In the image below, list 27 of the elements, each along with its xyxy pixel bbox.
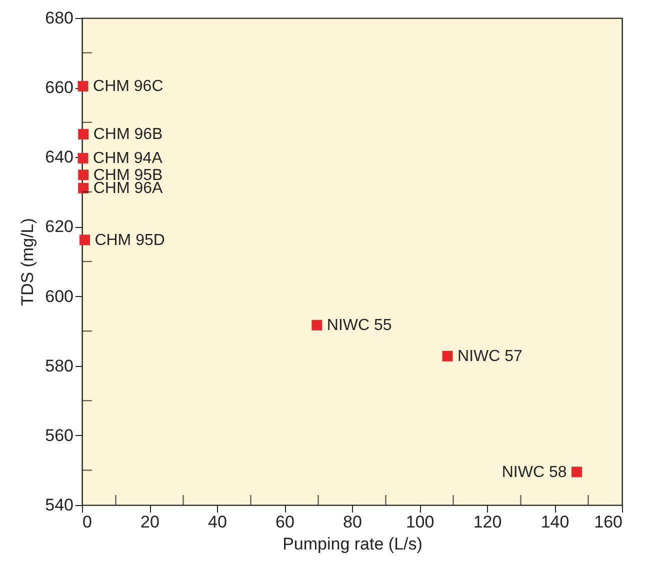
annotation: CHM 96C (93, 78, 164, 96)
y-tick-label: 680 (45, 8, 74, 28)
x-tick-label: 80 (343, 512, 362, 532)
annotation: CHM 94A (93, 150, 163, 168)
y-tick-label: 560 (45, 426, 74, 445)
y-tick-label: 580 (45, 356, 74, 376)
x-tick-label: 60 (276, 512, 294, 532)
y-tick-label: 600 (45, 286, 74, 306)
annotation: NIWC 55 (326, 317, 392, 334)
annotation: CHM 95D (94, 232, 165, 249)
y-tick-label: 660 (45, 78, 74, 98)
x-tick-label: 160 (594, 512, 622, 532)
x-axis-title: Pumping rate (L/s) (282, 534, 422, 554)
x-tick-label: 140 (540, 512, 570, 532)
y-tick-label: 620 (45, 217, 74, 236)
y-tick-label: 640 (45, 148, 74, 167)
y-tick-label: 540 (45, 496, 74, 514)
annotation: CHM 96B (93, 126, 163, 144)
x-tick-label: 120 (473, 512, 502, 532)
x-tick-label: 0 (82, 512, 92, 532)
y-axis-title: TDS (mg/L) (18, 218, 38, 306)
x-tick-label: 40 (208, 512, 227, 532)
x-tick-label: 100 (406, 512, 434, 532)
annotation: CHM 96A (93, 180, 164, 198)
annotation: NIWC 58 (502, 464, 567, 481)
annotation: NIWC 57 (458, 348, 523, 366)
x-tick-label: 20 (140, 512, 160, 532)
